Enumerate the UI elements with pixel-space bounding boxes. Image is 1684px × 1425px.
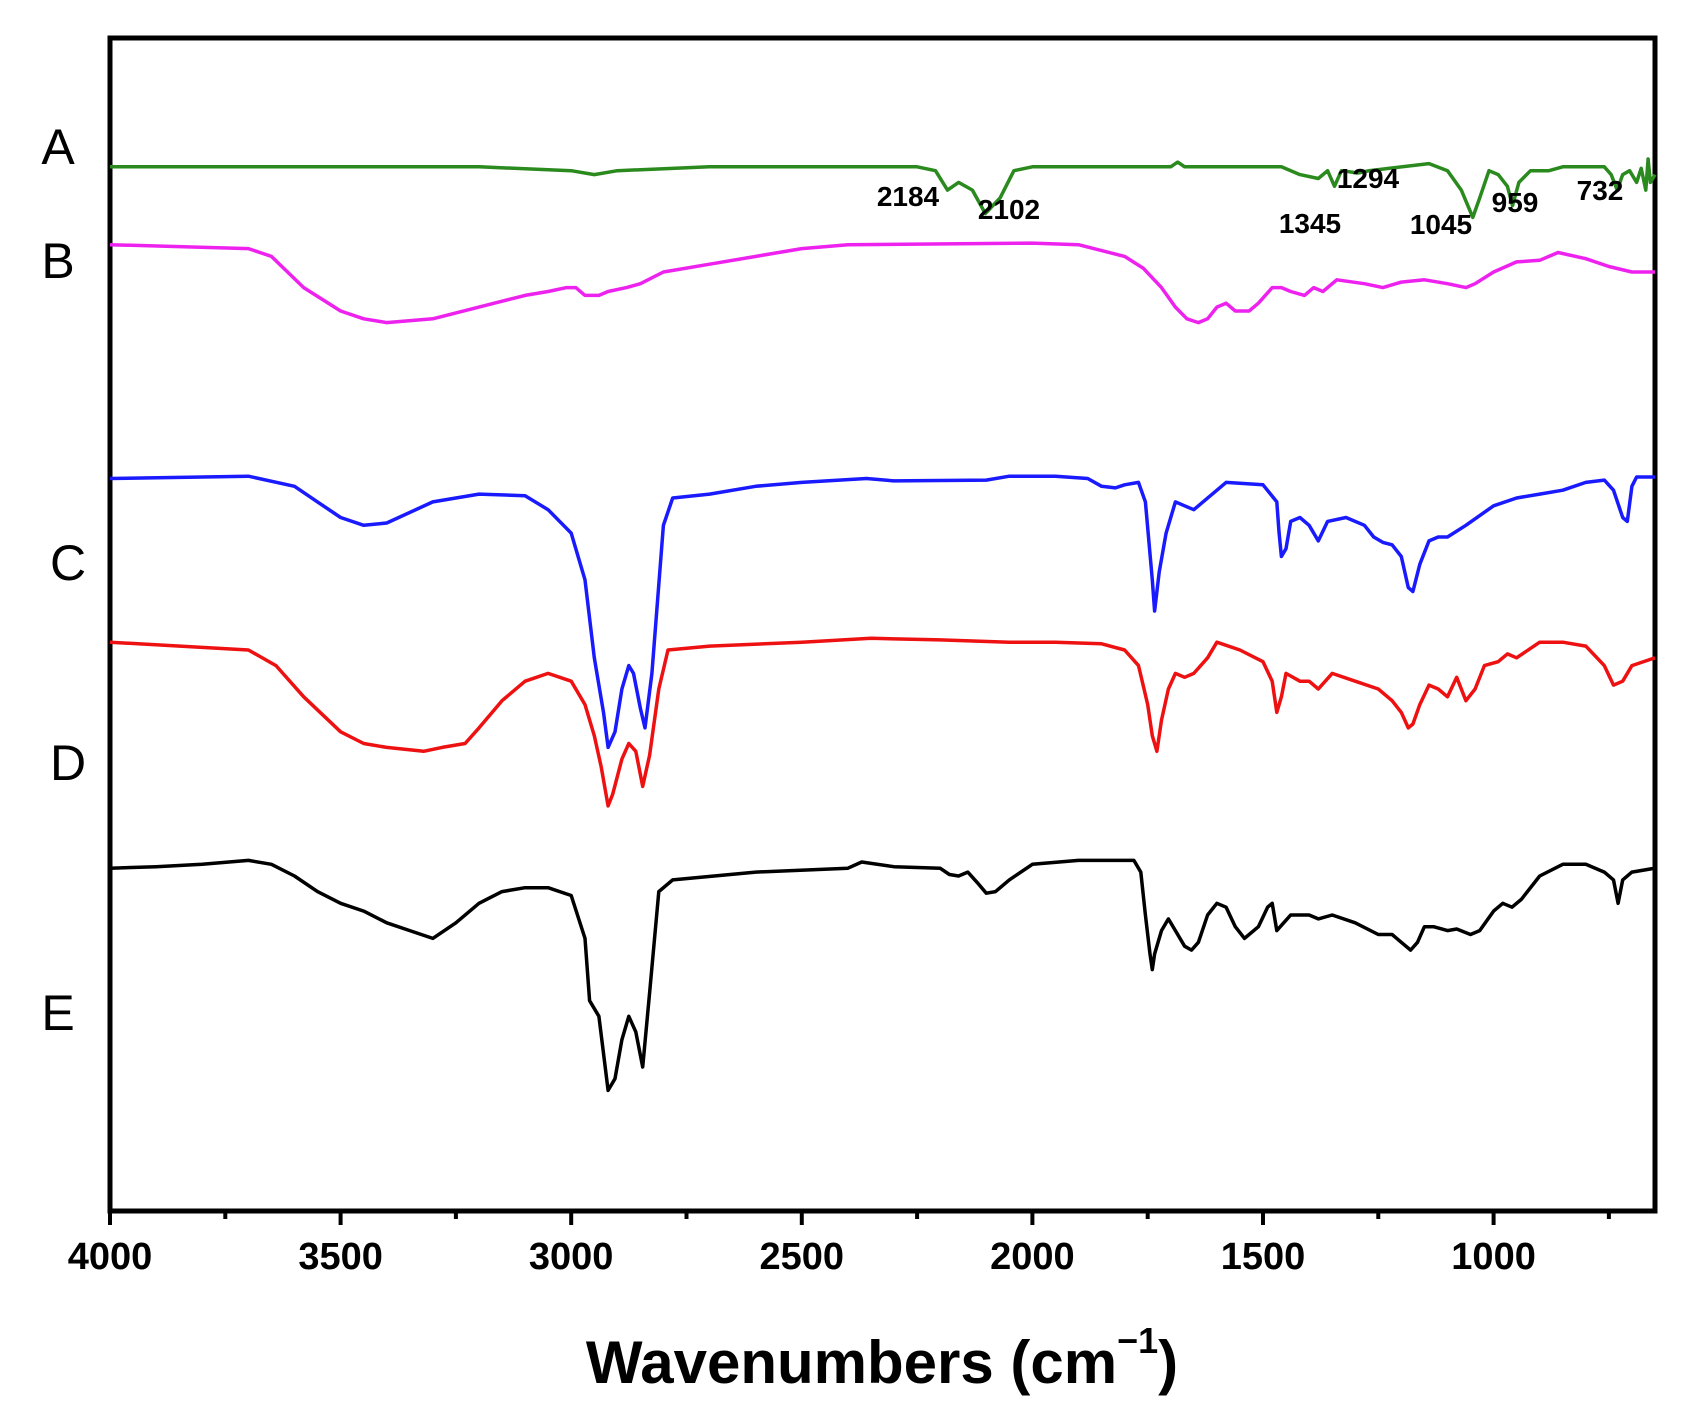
series-line-c <box>109 474 1655 750</box>
x-axis-title-main: Wavenumbers (cm <box>586 1329 1117 1396</box>
series-label-d: D <box>50 735 86 791</box>
series-label-e: E <box>41 985 74 1041</box>
series-label-c: C <box>50 535 86 591</box>
x-axis-title-sup: −1 <box>1117 1320 1158 1361</box>
x-tick-label-3000: 3000 <box>529 1236 614 1278</box>
peak-label-1345: 1345 <box>1279 208 1341 239</box>
series-line-a <box>110 157 1657 220</box>
peak-label-959: 959 <box>1492 187 1539 218</box>
x-tick-label-3500: 3500 <box>298 1236 383 1278</box>
x-tick-label-2500: 2500 <box>760 1236 845 1278</box>
series-label-b: B <box>41 233 74 289</box>
x-tick-label-2000: 2000 <box>990 1236 1075 1278</box>
x-axis-title: Wavenumbers (cm−1) <box>586 1320 1178 1396</box>
series-layer <box>109 157 1657 1093</box>
x-tick-label-4000: 4000 <box>68 1236 153 1278</box>
series-line-e <box>109 858 1656 1093</box>
series-line-b <box>109 241 1655 325</box>
plot-frame <box>107 35 1658 1214</box>
peak-label-1045: 1045 <box>1410 209 1472 240</box>
series-line-d <box>109 636 1656 808</box>
x-axis-ticks: 4000 3500 3000 2500 2000 1500 1000 <box>68 1211 1611 1278</box>
series-label-a: A <box>41 119 75 175</box>
peak-label-2102: 2102 <box>978 194 1040 225</box>
peak-label-732: 732 <box>1577 175 1624 206</box>
peak-label-1294: 1294 <box>1337 163 1400 194</box>
peak-label-2184: 2184 <box>877 181 940 212</box>
x-tick-label-1000: 1000 <box>1451 1236 1536 1278</box>
x-tick-label-1500: 1500 <box>1221 1236 1306 1278</box>
x-axis-title-close: ) <box>1158 1329 1178 1396</box>
